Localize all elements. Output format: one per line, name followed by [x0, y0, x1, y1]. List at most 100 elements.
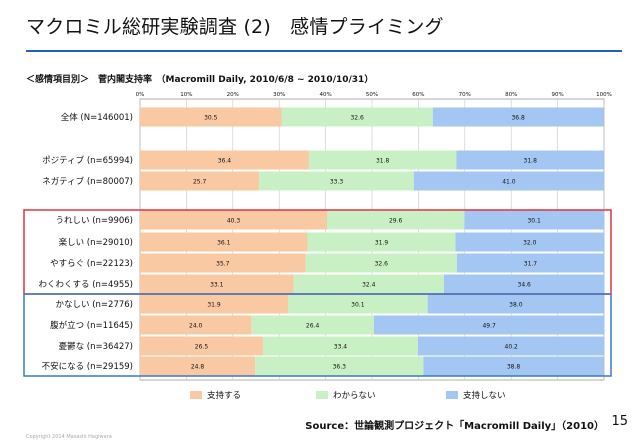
bar-unknown: [305, 253, 457, 273]
bar-support: [140, 294, 289, 314]
data-label: 41.0: [502, 179, 516, 186]
data-label: 38.0: [509, 302, 523, 309]
bar-not-support: [427, 294, 604, 314]
data-label: 32.0: [523, 240, 537, 247]
bar-support: [140, 253, 306, 273]
bar-support: [140, 107, 282, 127]
bar-unknown: [293, 274, 444, 294]
legend-swatch-support: [190, 391, 202, 399]
data-label: 32.6: [375, 261, 389, 268]
data-label: 33.1: [210, 282, 224, 289]
data-label: 36.1: [217, 240, 231, 247]
bar-unknown: [251, 315, 374, 335]
category-label: うれしい (n=9906): [56, 216, 133, 226]
bar-support: [140, 210, 327, 230]
title-rule: [26, 50, 622, 52]
negative-group-box: [23, 293, 612, 377]
category-label: わくわくする (n=4955): [39, 280, 133, 290]
data-label: 24.0: [189, 323, 203, 330]
data-label: 33.4: [334, 344, 348, 351]
data-label: 30.1: [527, 218, 541, 225]
data-label: 49.7: [482, 323, 496, 330]
bar-not-support: [443, 274, 605, 294]
legend-swatch-unknown: [316, 391, 328, 399]
bar-support: [140, 356, 256, 376]
x-tick-label: 20%: [227, 92, 239, 98]
data-label: 25.7: [193, 179, 207, 186]
data-label: 36.4: [218, 158, 232, 165]
data-label: 34.6: [518, 282, 532, 289]
bar-unknown: [281, 107, 433, 127]
bar-support: [140, 232, 308, 252]
data-label: 31.9: [207, 302, 221, 309]
data-label: 38.8: [507, 364, 521, 371]
data-label: 33.3: [330, 179, 344, 186]
data-label: 31.9: [375, 240, 389, 247]
category-label: やすらぐ (n=22123): [50, 259, 133, 269]
category-label: かなしい (n=2776): [56, 300, 133, 310]
category-label: 腹が立つ (n=11645): [50, 320, 133, 331]
data-label: 32.4: [362, 282, 376, 289]
legend-label: わからない: [333, 391, 376, 401]
data-label: 30.1: [351, 302, 365, 309]
data-label: 26.4: [306, 323, 320, 330]
bar-not-support: [423, 356, 604, 376]
x-tick-label: 80%: [505, 92, 517, 98]
bar-not-support: [432, 107, 604, 127]
legend-label: 支持しない: [463, 390, 506, 401]
data-label: 31.8: [524, 158, 538, 165]
bar-unknown: [307, 232, 456, 252]
bar-support: [140, 315, 252, 335]
bar-not-support: [456, 253, 604, 273]
x-tick-label: 60%: [412, 92, 424, 98]
bar-unknown: [288, 294, 428, 314]
data-label: 35.7: [216, 261, 230, 268]
category-label: 不安になる (n=29159): [42, 361, 133, 372]
data-label: 36.8: [511, 115, 525, 122]
data-label: 24.8: [191, 364, 205, 371]
bar-not-support: [464, 210, 604, 230]
bar-not-support: [417, 336, 605, 356]
data-label: 29.6: [389, 218, 403, 225]
bar-unknown: [262, 336, 418, 356]
copyright-note: Copyright 2014 Masashi Hagiwara: [26, 434, 112, 440]
category-label: 全体 (N=146001): [61, 112, 133, 123]
data-label: 32.6: [350, 115, 364, 122]
category-label: 憂鬱な (n=36427): [59, 341, 133, 352]
bar-unknown: [255, 356, 424, 376]
bar-not-support: [373, 315, 605, 335]
x-tick-label: 100%: [596, 92, 612, 98]
bar-not-support: [456, 150, 604, 170]
legend-swatch-not-support: [446, 391, 458, 399]
x-tick-label: 0%: [136, 92, 145, 98]
data-label: 36.3: [333, 364, 347, 371]
page-number: 15: [611, 414, 628, 429]
bar-support: [140, 171, 260, 191]
bar-unknown: [326, 210, 465, 230]
legend-label: 支持する: [207, 390, 241, 401]
x-tick-label: 30%: [273, 92, 285, 98]
data-label: 30.5: [204, 115, 218, 122]
x-tick-label: 90%: [551, 92, 563, 98]
data-label: 31.8: [376, 158, 390, 165]
bar-unknown: [259, 171, 414, 191]
data-label: 26.5: [195, 344, 209, 351]
slide-title: マクロミル総研実験調査 (2) 感情プライミング: [26, 16, 444, 38]
chart-title: ＜感情項目別＞ 菅内閣支持率 （Macromill Daily, 2010/6/…: [26, 75, 374, 85]
data-label: 40.2: [505, 344, 519, 351]
x-tick-label: 40%: [319, 92, 331, 98]
x-tick-label: 10%: [180, 92, 192, 98]
data-label: 40.3: [227, 218, 241, 225]
category-label: ポジティブ (n=65994): [42, 155, 133, 166]
data-label: 31.7: [524, 261, 538, 268]
category-label: 楽しい (n=29010): [59, 237, 133, 248]
source-note: Source：世論観測プロジェクト「Macromill Daily」（2010）: [305, 421, 604, 432]
bar-support: [140, 336, 263, 356]
x-tick-label: 50%: [366, 92, 378, 98]
bar-support: [140, 150, 309, 170]
bar-not-support: [455, 232, 604, 252]
x-tick-label: 70%: [459, 92, 471, 98]
bar-unknown: [308, 150, 457, 170]
category-label: ネガティブ (n=80007): [42, 176, 133, 187]
